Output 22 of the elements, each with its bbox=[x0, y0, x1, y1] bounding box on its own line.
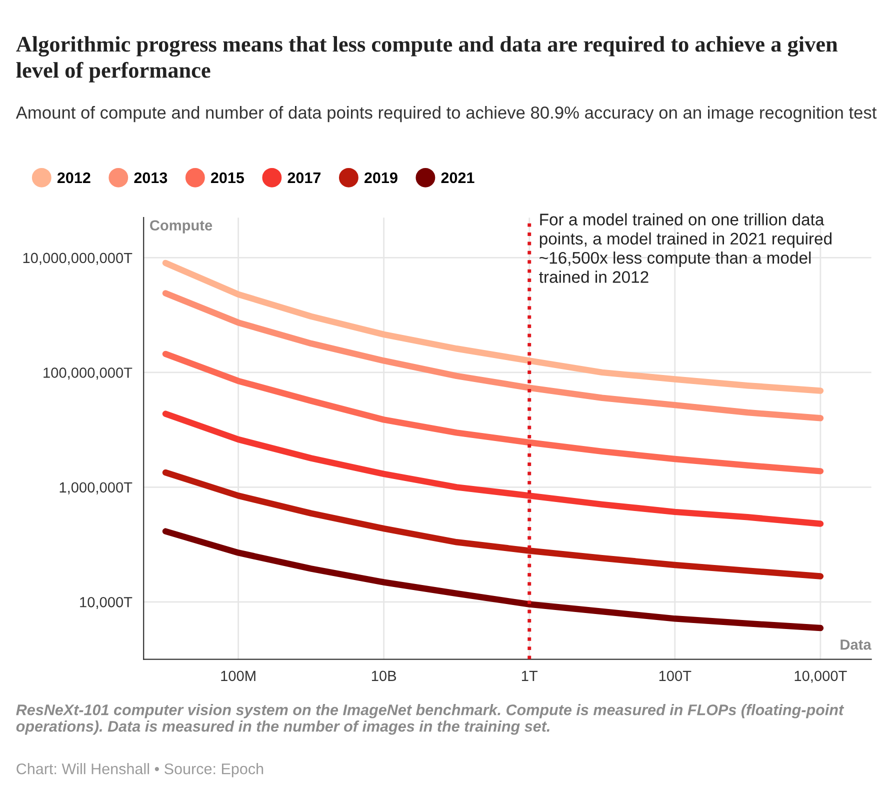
legend-label: 2013 bbox=[134, 172, 168, 184]
legend-label: 2012 bbox=[57, 172, 90, 184]
legend-label: 2021 bbox=[441, 172, 474, 184]
y-tick-label: 100,000,000T bbox=[44, 368, 132, 380]
text: ResNeXt-101 computer vision system on the ImageNet benchmark. Compute is measured in FLOPs (floating-point operations). Data is measured in the number of images in the training set. bbox=[16, 704, 844, 735]
y-tick-label: 1,000,000T bbox=[60, 482, 132, 494]
ref-line-label: For a model trained on one trillion data points, a model trained in 2021 required ~16,500x less compute than a model trained in 2012 bbox=[539, 213, 832, 283]
text: Chart: Will Henshall • Source: Epoch bbox=[16, 763, 264, 778]
y-tick-label: 10,000T bbox=[80, 597, 132, 610]
x-tick-label: 10B bbox=[372, 670, 396, 682]
legend-label: 2017 bbox=[288, 172, 321, 184]
x-tick-label: 100T bbox=[659, 670, 692, 682]
x-tick-label: 1T bbox=[522, 670, 538, 681]
y-tick-label: 10,000,000,000T bbox=[23, 252, 132, 265]
x-tick-label: 100M bbox=[221, 670, 256, 682]
chart-title: Algorithmic progress means that less compute and data are required to achieve a given level of performance bbox=[16, 36, 838, 82]
chart-subtitle: Amount of compute and number of data points required to achieve 80.9% accuracy on an image recognition test bbox=[16, 106, 877, 122]
x-tick-label: 10,000T bbox=[794, 670, 847, 683]
legend-label: 2015 bbox=[210, 172, 244, 184]
legend-label: 2019 bbox=[364, 172, 398, 184]
y-axis-title: Compute bbox=[150, 220, 212, 234]
x-axis-title: Data bbox=[840, 640, 872, 650]
